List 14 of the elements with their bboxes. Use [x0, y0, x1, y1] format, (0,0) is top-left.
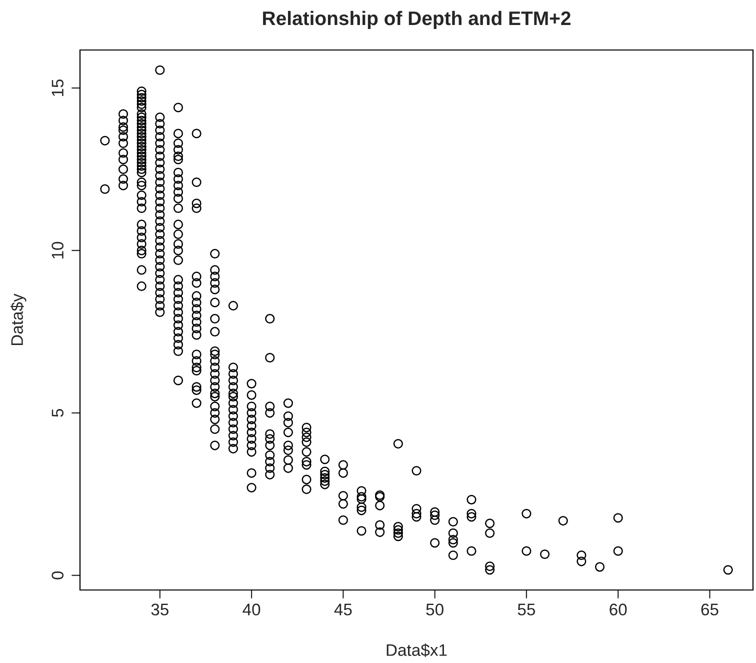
x-tick-label: 40: [242, 604, 260, 616]
x-tick-label: 65: [701, 604, 718, 616]
y-tick-label: 15: [52, 79, 64, 96]
y-tick-label: 10: [52, 242, 64, 258]
x-tick-label: 45: [334, 604, 352, 616]
x-tick-label: 35: [151, 604, 168, 616]
x-tick-label: 60: [610, 604, 627, 616]
y-tick-label: 0: [52, 571, 64, 580]
y-tick-label: 5: [52, 408, 64, 417]
chart-title: Relationship of Depth and ETM+2: [263, 10, 570, 30]
x-axis-title: Data$x1: [386, 643, 447, 657]
x-tick-label: 50: [426, 604, 444, 616]
y-axis-title: Data$y: [10, 294, 26, 346]
x-tick-label: 55: [518, 604, 536, 616]
